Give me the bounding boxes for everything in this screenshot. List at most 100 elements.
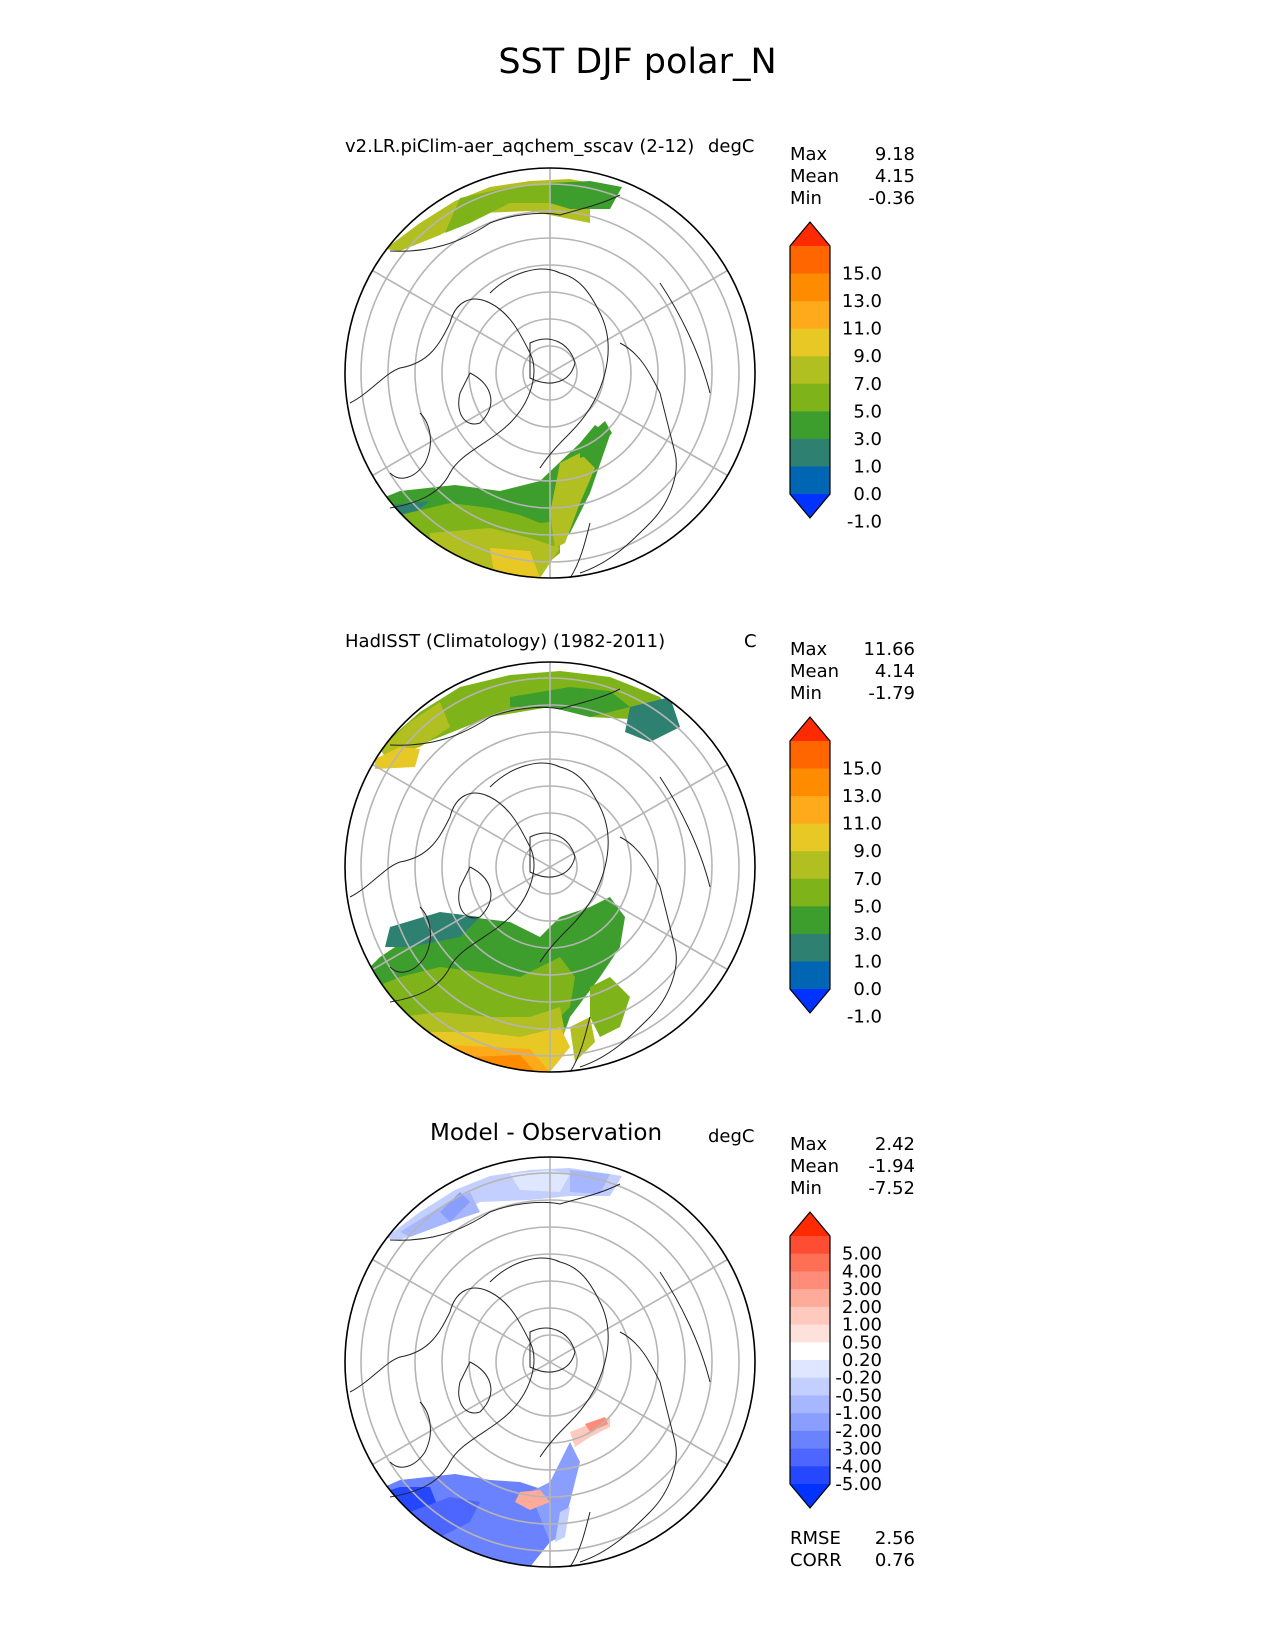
panel-diff-stats: Max 2.42 Mean -1.94 Min -7.52: [790, 1134, 915, 1199]
panel-diff-map: [344, 1156, 756, 1568]
panel-diff-title: Model - Observation: [430, 1120, 663, 1146]
colorbar-segment: [790, 1360, 830, 1379]
ocean-field: [440, 1192, 470, 1222]
colorbar-tick-label: 5.0: [853, 401, 882, 422]
colorbar-tick-label: 1.00: [842, 1315, 882, 1336]
panel-model-stats: Max 9.18 Mean 4.15 Min -0.36: [790, 144, 915, 209]
colorbar-tick-label: 3.0: [853, 429, 882, 450]
map-boundary: [344, 1156, 756, 1568]
colorbar-tick-label: -1.00: [835, 1403, 882, 1424]
ocean-field: [445, 183, 570, 233]
colorbar-tick-label: 11.0: [842, 319, 882, 340]
colorbar-tick-label: -4.00: [835, 1456, 882, 1477]
panel-model-map: [344, 167, 756, 579]
colorbar-tick-label: 9.0: [853, 346, 882, 367]
ocean-field: [550, 453, 595, 548]
colorbar-tick-label: 9.0: [853, 841, 882, 862]
colorbar-tick-label: 0.20: [842, 1350, 882, 1371]
ocean-field: [510, 687, 630, 717]
coastlines: [349, 1183, 711, 1568]
colorbar-segment: [790, 823, 830, 852]
colorbar-tick-label: 15.0: [842, 264, 882, 285]
coastlines: [349, 688, 711, 1073]
colorbar-tick-label: 5.0: [853, 896, 882, 917]
colorbar-extend-max: [790, 717, 830, 741]
panel-model-units: degC: [708, 136, 755, 157]
panel-model-title: v2.LR.piClim-aer_aqchem_sscav (2-12): [345, 136, 695, 157]
colorbar-segment: [790, 438, 830, 467]
colorbar-outline: [789, 716, 831, 1014]
ocean-field: [380, 702, 450, 757]
graticule: [360, 1157, 740, 1567]
colorbar-tick-label: -0.20: [835, 1368, 882, 1389]
colorbar-tick-label: 5.00: [842, 1244, 882, 1265]
panel-obs-units: C: [744, 631, 757, 652]
colorbar-segment: [790, 1271, 830, 1290]
colorbar-tick-label: 1.0: [853, 456, 882, 477]
colorbar-segment: [790, 1430, 830, 1450]
colorbar-tick-label: -5.00: [835, 1474, 882, 1495]
colorbar-segment: [790, 1289, 830, 1308]
colorbar-segment: [790, 301, 830, 330]
panel-diff-colorbar: 5.004.003.002.001.000.500.20-0.20-0.50-1…: [789, 1211, 882, 1509]
colorbar-tick-label: 7.0: [853, 374, 882, 395]
colorbar-tick-label: 0.50: [842, 1332, 882, 1353]
colorbar-segment: [790, 328, 830, 357]
panel-obs-stats: Max 11.66 Mean 4.14 Min -1.79: [790, 639, 915, 704]
colorbar-segment: [790, 906, 830, 935]
figure-title: SST DJF polar_N: [498, 42, 777, 82]
ocean-field: [400, 1192, 480, 1237]
colorbar-segment: [790, 1324, 830, 1343]
ocean-field: [410, 1497, 480, 1537]
colorbar-tick-label: 0.0: [853, 979, 882, 1000]
colorbar-tick-label: 2.00: [842, 1297, 882, 1318]
colorbar-tick-label: -2.00: [835, 1421, 882, 1442]
colorbar-tick-label: 11.0: [842, 814, 882, 835]
colorbar-tick-label: 15.0: [842, 759, 882, 780]
colorbar-tick-label: -0.50: [835, 1385, 882, 1406]
colorbar-segment: [790, 411, 830, 440]
colorbar-segment: [790, 851, 830, 880]
colorbar-segment: [790, 466, 830, 495]
coastlines: [349, 194, 711, 579]
colorbar-tick-label: -1.0: [847, 512, 882, 533]
ocean-field: [555, 1507, 570, 1542]
colorbar-segment: [790, 768, 830, 797]
colorbar-segment: [790, 383, 830, 412]
colorbar-outline: [789, 221, 831, 519]
colorbar-segment: [790, 961, 830, 990]
colorbar-segment: [790, 741, 830, 770]
map-boundary: [344, 661, 756, 1073]
colorbar-segment: [790, 1413, 830, 1432]
colorbar-segment: [790, 1342, 830, 1361]
ocean-field: [530, 1442, 580, 1542]
colorbar-tick-label: 3.0: [853, 924, 882, 945]
colorbar-segment: [790, 1253, 830, 1272]
colorbar-segment: [790, 1236, 830, 1255]
ocean-field: [570, 1017, 595, 1062]
colorbar-tick-label: -1.0: [847, 1007, 882, 1028]
colorbar-segment: [790, 246, 830, 275]
ocean-field: [590, 977, 630, 1037]
colorbar-tick-label: 7.0: [853, 869, 882, 890]
colorbar-segment: [790, 1448, 830, 1467]
colorbar-tick-label: 4.00: [842, 1261, 882, 1282]
colorbar-segment: [790, 356, 830, 385]
graticule: [360, 662, 740, 1072]
colorbar-segment: [790, 1377, 830, 1396]
colorbar-segment: [790, 1466, 830, 1485]
colorbar-segment: [790, 878, 830, 907]
map-boundary: [344, 167, 756, 579]
colorbar-extend-min: [790, 494, 830, 518]
colorbar-segment: [790, 933, 830, 962]
colorbar-extend-max: [790, 1212, 830, 1236]
panel-obs-map: [344, 661, 756, 1073]
ocean-field: [510, 1170, 570, 1192]
ocean-field: [585, 1417, 608, 1432]
colorbar-tick-label: 1.0: [853, 951, 882, 972]
panel-model-colorbar: 15.0 13.0 11.0 9.0 7.0 5.0 3.0 1.0 0.0 -1.0: [789, 221, 882, 533]
panel-obs-colorbar: 15.0 13.0 11.0 9.0 7.0 5.0 3.0 1.0 0.0 -1.0: [789, 716, 882, 1028]
colorbar-tick-label: -3.00: [835, 1439, 882, 1460]
panel-diff-bottom-stats: RMSE 2.56 CORR 0.76: [790, 1528, 915, 1571]
panel-obs-title: HadISST (Climatology) (1982-2011): [345, 631, 666, 652]
